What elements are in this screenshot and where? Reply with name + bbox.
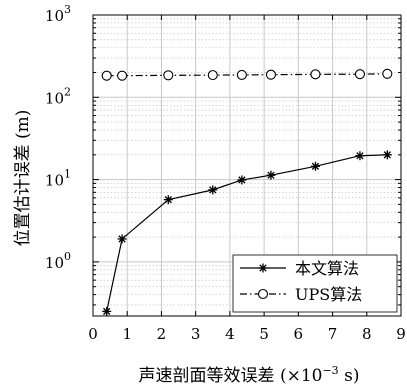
series-layer: [101, 68, 393, 316]
series-1: [101, 68, 393, 81]
x-tick-label: 3: [191, 325, 201, 343]
star-stroke: [311, 162, 320, 170]
legend-entry-series-0: [240, 263, 286, 273]
y-tick-label: 100: [45, 250, 71, 272]
series-0: [102, 150, 392, 316]
star-stroke: [164, 196, 172, 204]
plot-frame: [92, 14, 402, 317]
data-point: [310, 69, 321, 80]
star-stroke: [238, 176, 246, 184]
star-stroke: [259, 264, 267, 272]
x-tick-label: 6: [294, 325, 304, 343]
data-point: [236, 69, 247, 80]
data-point: [382, 68, 393, 79]
legend: 本文算法 UPS算法: [232, 254, 398, 313]
x-tick-label: 9: [396, 325, 406, 343]
x-tick-label: 7: [328, 325, 338, 343]
legend-label-series-1: UPS算法: [295, 285, 362, 304]
data-point: [237, 175, 247, 185]
x-tick-label: 0: [88, 325, 98, 343]
x-tick-labels: 0 1 2 3 4 5 6 7 8 9: [88, 325, 406, 343]
star-stroke: [118, 235, 126, 243]
data-point: [101, 70, 112, 81]
data-point: [117, 234, 127, 244]
data-point: [208, 185, 218, 195]
x-tick-label: 2: [157, 325, 167, 343]
star-stroke: [383, 151, 391, 159]
star-stroke: [356, 152, 364, 160]
data-point: [163, 70, 174, 81]
star-stroke: [267, 171, 275, 179]
legend-marker-series-0: [258, 263, 268, 273]
x-tick-label: 5: [259, 325, 269, 343]
data-point: [266, 170, 276, 180]
data-point: [163, 195, 173, 205]
star-stroke: [209, 186, 217, 194]
x-tick-label: 8: [362, 325, 372, 343]
legend-entry-series-1: [240, 288, 286, 300]
y-tick-label: 102: [45, 85, 71, 107]
star-stroke: [103, 307, 111, 316]
legend-marker-series-1: [257, 288, 269, 300]
data-point: [265, 69, 277, 80]
legend-label-series-0: 本文算法: [295, 259, 359, 278]
x-axis-title: 声速剖面等效误差 (×10−3 s): [139, 364, 360, 386]
y-tick-label: 101: [45, 168, 71, 190]
data-point: [382, 150, 392, 160]
y-axis-title: 位置估计误差 (m): [13, 110, 33, 247]
x-tick-label: 1: [122, 325, 132, 343]
data-point: [355, 151, 365, 161]
data-point: [310, 161, 320, 171]
x-tick-label: 4: [225, 325, 235, 343]
data-point: [102, 306, 112, 316]
y-tick-label: 103: [45, 3, 71, 25]
data-point: [354, 69, 365, 80]
data-point: [207, 70, 218, 81]
y-tick-labels: 100 101 102 103: [45, 3, 71, 272]
series-line-1: [106, 73, 388, 77]
data-point: [117, 70, 128, 81]
tick-marks: [92, 15, 402, 316]
